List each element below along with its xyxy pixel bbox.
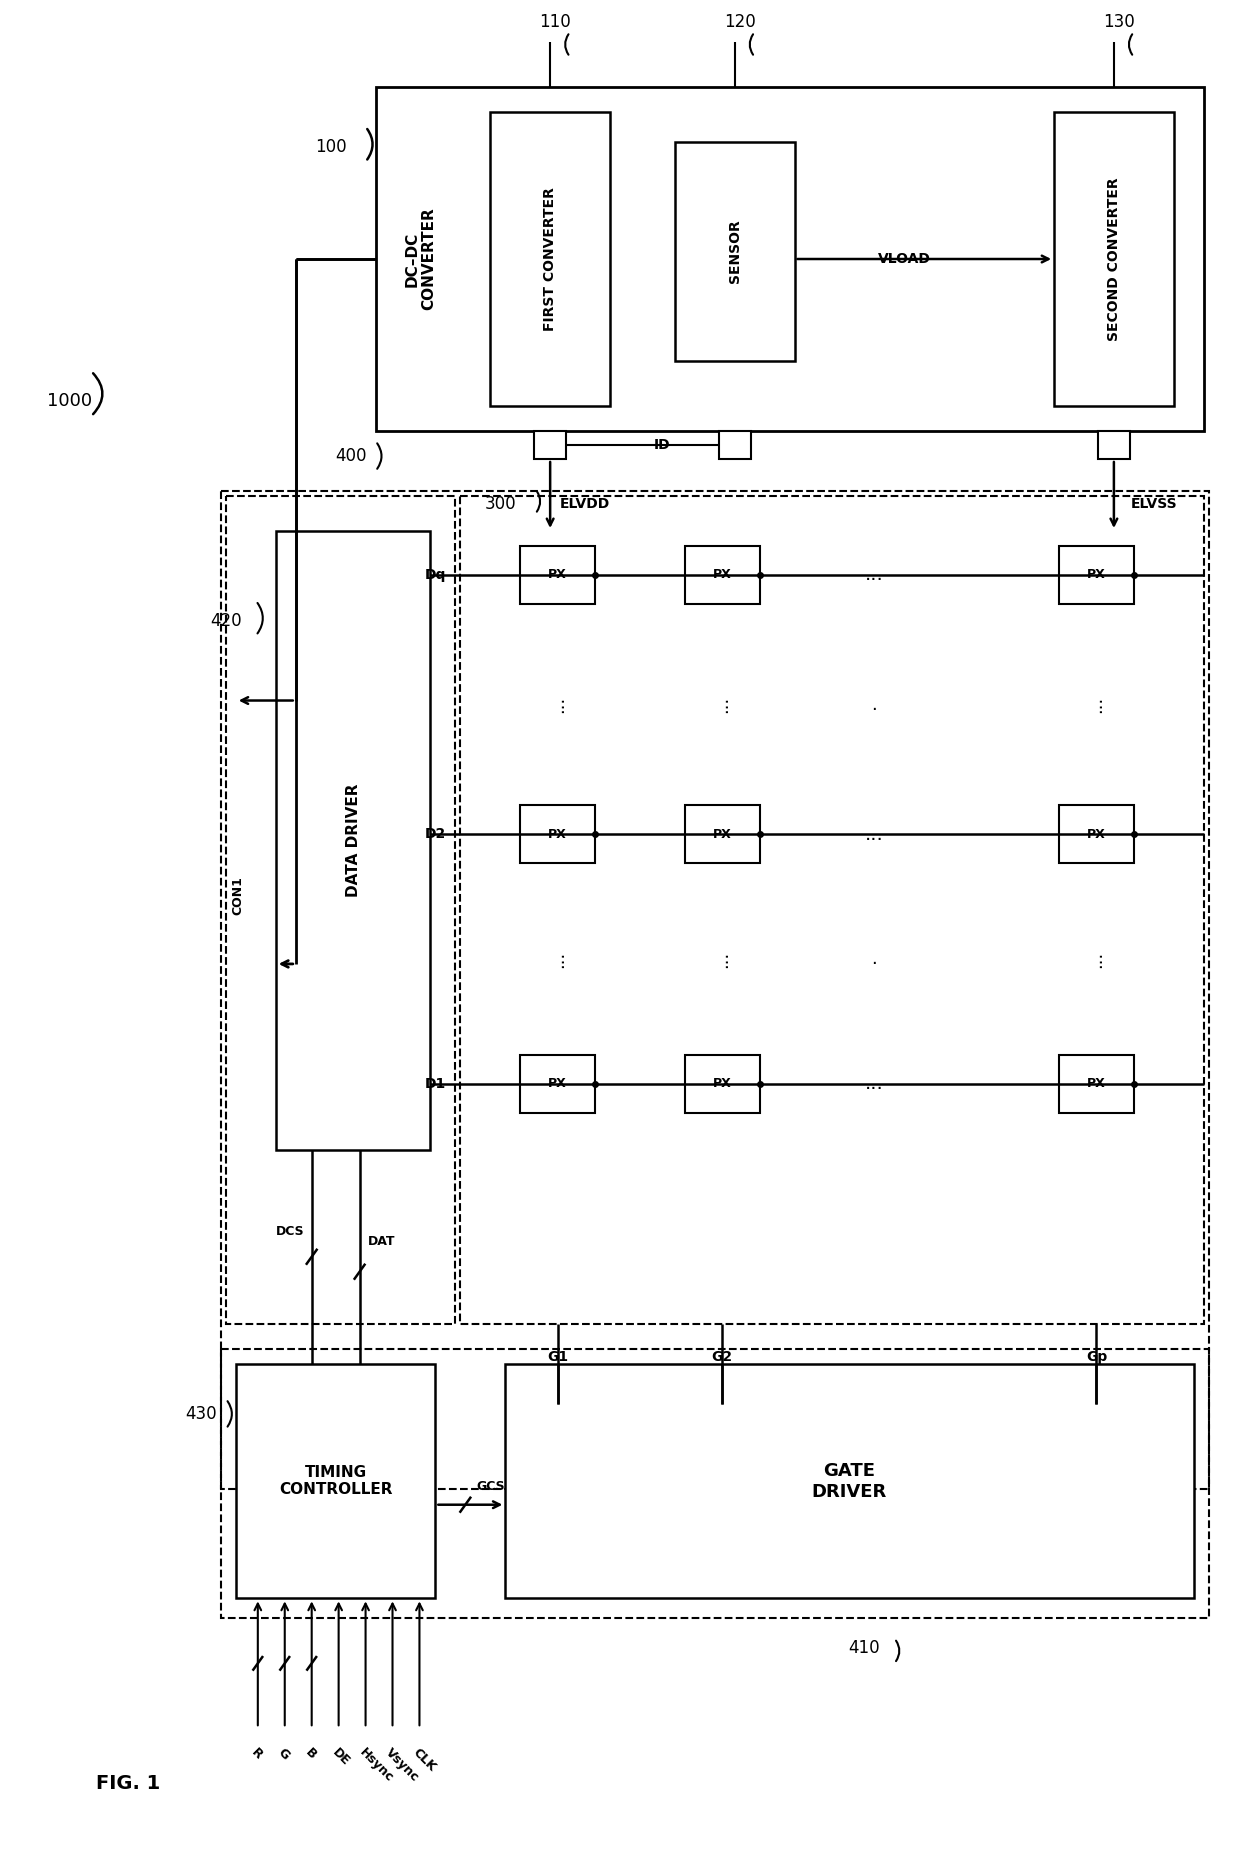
Text: FIRST CONVERTER: FIRST CONVERTER (543, 188, 557, 331)
Text: G: G (275, 1747, 291, 1763)
Text: 420: 420 (210, 612, 242, 631)
Text: PX: PX (713, 828, 732, 841)
Text: 300: 300 (485, 495, 516, 513)
Bar (675, 141, 795, 361)
Text: 120: 120 (724, 13, 755, 32)
Text: 110: 110 (539, 13, 572, 32)
Text: PX: PX (548, 1077, 567, 1090)
Text: .: . (872, 696, 878, 714)
Text: Vsync: Vsync (383, 1747, 422, 1784)
Text: SENSOR: SENSOR (728, 219, 742, 283)
Text: ELVDD: ELVDD (560, 497, 610, 512)
Bar (226, 497, 455, 1324)
Bar (221, 491, 1209, 1488)
Text: PX: PX (1087, 1077, 1106, 1090)
Text: 1000: 1000 (47, 392, 92, 411)
Bar (376, 87, 1204, 432)
Text: PX: PX (713, 569, 732, 582)
Bar (521, 805, 595, 863)
Bar (719, 432, 750, 459)
Bar (1054, 112, 1174, 405)
Bar (684, 1055, 760, 1112)
Text: PX: PX (1087, 828, 1106, 841)
Bar (221, 1348, 1209, 1618)
Bar (1059, 805, 1133, 863)
Text: CLK: CLK (410, 1747, 439, 1774)
Text: PX: PX (713, 1077, 732, 1090)
Bar (521, 1055, 595, 1112)
Text: D2: D2 (425, 828, 446, 841)
Text: DAT: DAT (368, 1235, 396, 1248)
Text: ELVSS: ELVSS (1131, 497, 1177, 512)
Text: DCS: DCS (275, 1226, 304, 1239)
Text: ...: ... (713, 696, 732, 712)
Text: ...: ... (1087, 950, 1105, 967)
Text: GATE
DRIVER: GATE DRIVER (812, 1462, 887, 1501)
Text: B: B (303, 1747, 319, 1761)
Text: ...: ... (866, 565, 884, 584)
Text: SECOND CONVERTER: SECOND CONVERTER (1107, 177, 1121, 340)
Text: G2: G2 (712, 1350, 733, 1363)
Bar (275, 530, 430, 1149)
Bar (684, 545, 760, 605)
Text: DC–DC
CONVERTER: DC–DC CONVERTER (404, 208, 436, 311)
Text: Dq: Dq (425, 567, 446, 582)
Text: ...: ... (866, 824, 884, 844)
Text: VLOAD: VLOAD (878, 251, 931, 266)
Text: 130: 130 (1104, 13, 1135, 32)
Text: R: R (249, 1747, 264, 1761)
Text: 400: 400 (335, 446, 366, 465)
Text: .: . (872, 950, 878, 967)
Text: Hsync: Hsync (356, 1747, 396, 1786)
Bar (505, 1363, 1194, 1598)
Text: PX: PX (548, 569, 567, 582)
Text: ID: ID (653, 439, 671, 452)
Text: ...: ... (548, 696, 567, 712)
Text: ...: ... (713, 950, 732, 967)
Bar (490, 112, 610, 405)
Text: PX: PX (1087, 569, 1106, 582)
Text: PX: PX (548, 828, 567, 841)
Bar (521, 545, 595, 605)
Text: FIG. 1: FIG. 1 (97, 1774, 160, 1793)
Text: Gp: Gp (1086, 1350, 1107, 1363)
Text: CON1: CON1 (232, 876, 244, 915)
Bar (460, 497, 1204, 1324)
Text: DATA DRIVER: DATA DRIVER (346, 783, 361, 897)
Bar (1097, 432, 1130, 459)
Text: DE: DE (330, 1747, 352, 1769)
Text: 100: 100 (315, 138, 346, 156)
Bar (534, 432, 567, 459)
Text: D1: D1 (425, 1077, 446, 1090)
Bar (1059, 545, 1133, 605)
Text: GCS: GCS (476, 1481, 505, 1494)
Text: ...: ... (866, 1075, 884, 1094)
Text: TIMING
CONTROLLER: TIMING CONTROLLER (279, 1466, 392, 1497)
Text: ...: ... (548, 950, 567, 967)
Bar (236, 1363, 435, 1598)
Bar (684, 805, 760, 863)
Text: ...: ... (1087, 696, 1105, 712)
Text: 430: 430 (185, 1404, 217, 1423)
Bar (1059, 1055, 1133, 1112)
Text: G1: G1 (547, 1350, 568, 1363)
Text: 410: 410 (848, 1639, 880, 1657)
